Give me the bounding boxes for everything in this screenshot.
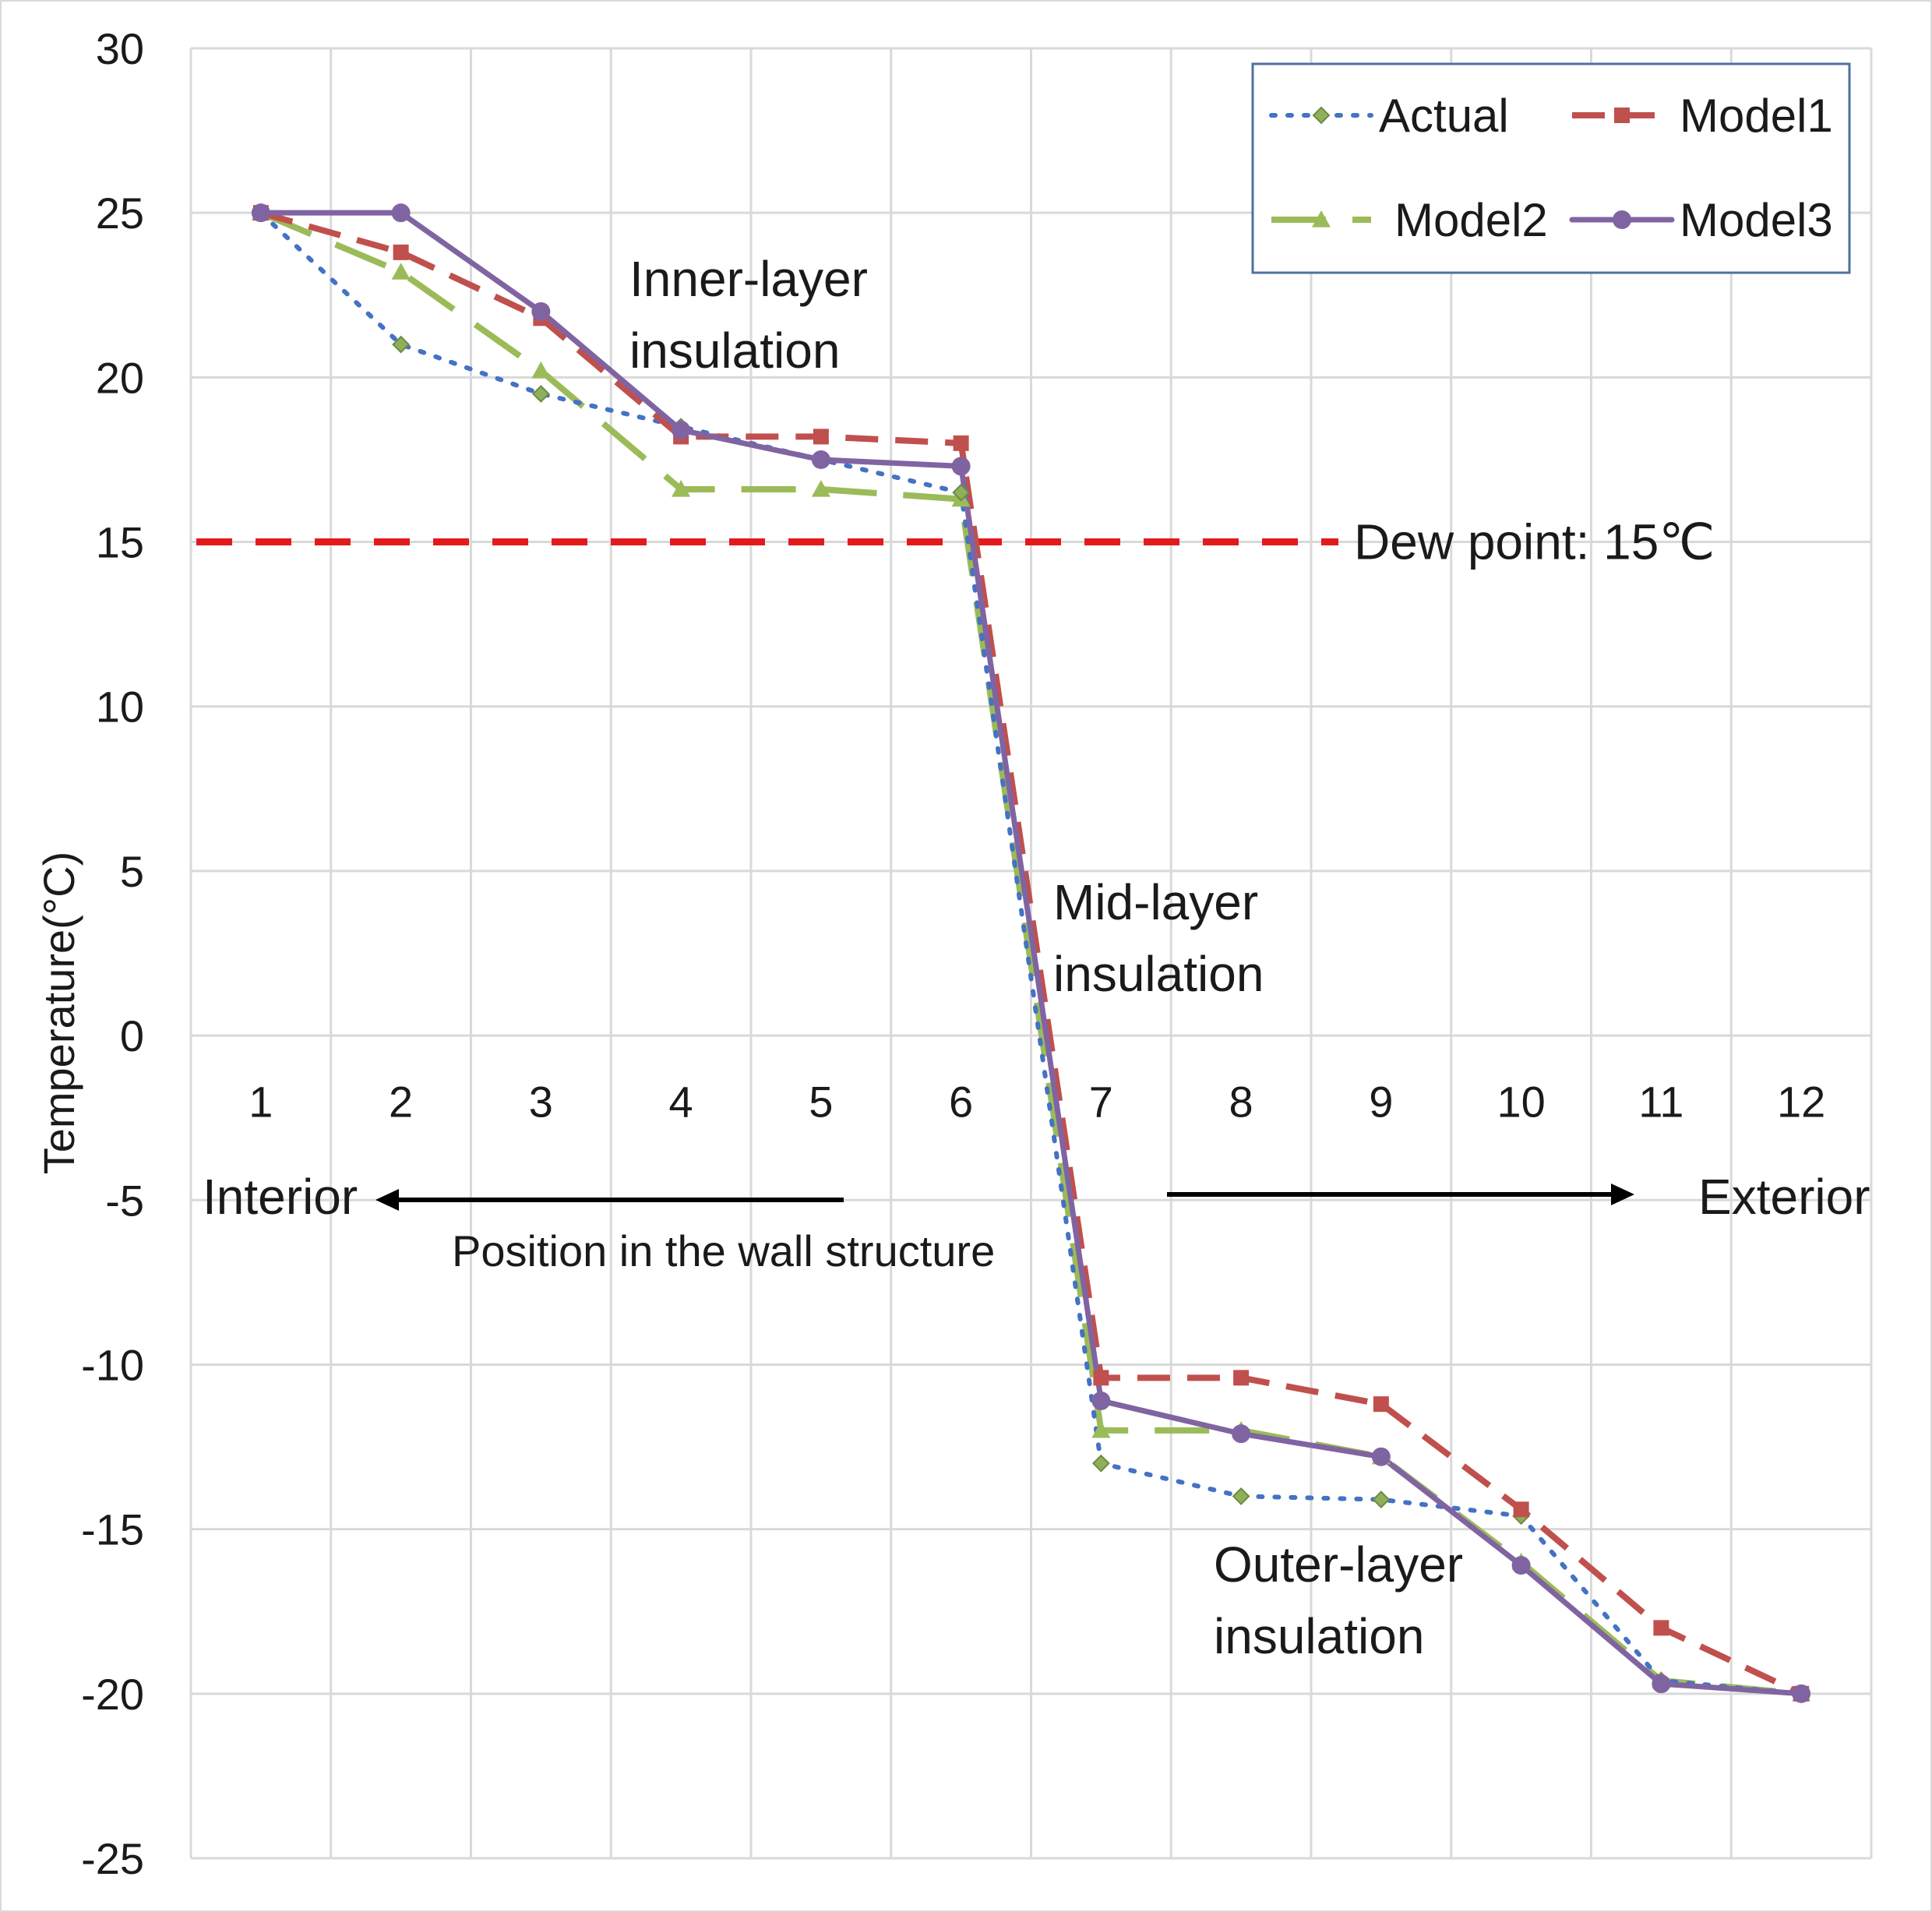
- data-point-model1: [813, 429, 829, 445]
- legend-marker-actual: [1312, 106, 1331, 125]
- y-tick-label: 30: [96, 24, 144, 73]
- series-line-model3: [258, 210, 1804, 1697]
- data-point-model3: [1511, 1556, 1531, 1575]
- y-tick-labels: 30 25 20 15 10 5 0 -5 -10 -15 -20 -25: [81, 24, 144, 1883]
- x-tick-label: 8: [1229, 1078, 1253, 1127]
- data-point-model3: [1232, 1424, 1251, 1444]
- legend-marker-model2: [1312, 210, 1331, 228]
- data-point-model3: [251, 203, 270, 223]
- data-point-model1: [1093, 1370, 1109, 1386]
- legend-label-actual: Actual: [1379, 90, 1509, 142]
- data-point-actual: [392, 335, 411, 354]
- series-lines: [258, 210, 1804, 1697]
- data-point-model1: [1653, 1620, 1669, 1636]
- data-point-model3: [1091, 1391, 1111, 1410]
- x-tick-label: 9: [1369, 1078, 1393, 1127]
- interior-label: Interior: [203, 1169, 358, 1225]
- y-tick-label: 0: [120, 1011, 144, 1060]
- data-point-model3: [531, 302, 551, 321]
- inner-layer-label-1: Inner-layer: [629, 251, 868, 307]
- y-tick-label: -20: [81, 1670, 144, 1719]
- outer-layer-label-2: insulation: [1214, 1608, 1424, 1664]
- data-point-model2: [1091, 1420, 1111, 1438]
- y-tick-label: -25: [81, 1834, 144, 1883]
- legend-label-model1: Model1: [1680, 90, 1833, 142]
- data-point-model3: [1371, 1447, 1391, 1466]
- data-point-model1: [1373, 1396, 1389, 1413]
- x-tick-label: 7: [1089, 1078, 1113, 1127]
- series-line-actual: [258, 210, 1804, 1696]
- x-tick-label: 12: [1777, 1078, 1825, 1127]
- dew-point-label: Dew point: 15℃: [1354, 514, 1715, 570]
- data-point-model2: [531, 361, 551, 379]
- data-point-model1: [1513, 1501, 1529, 1518]
- data-point-model1: [1233, 1370, 1250, 1386]
- data-point-actual: [1372, 1490, 1391, 1509]
- data-point-actual: [952, 483, 971, 502]
- grid: [189, 47, 1873, 1860]
- inner-layer-label-2: insulation: [629, 323, 840, 379]
- y-tick-label: -5: [105, 1176, 144, 1225]
- data-point-actual: [531, 385, 550, 403]
- x-tick-label: 1: [249, 1078, 273, 1127]
- x-axis-title: Position in the wall structure: [452, 1226, 995, 1275]
- data-point-model2: [672, 479, 691, 497]
- outer-layer-label-1: Outer-layer: [1214, 1536, 1463, 1593]
- data-point-model2: [391, 263, 411, 280]
- y-tick-label: 20: [96, 353, 144, 402]
- data-point-model3: [1792, 1684, 1811, 1703]
- data-point-actual: [1232, 1487, 1250, 1505]
- legend-marker-model3: [1613, 210, 1631, 229]
- x-tick-label: 2: [389, 1078, 413, 1127]
- mid-layer-label-2: insulation: [1053, 946, 1264, 1002]
- y-tick-label: 25: [96, 189, 144, 238]
- legend: Actual Model1 Model2 Model3: [1251, 62, 1851, 274]
- x-tick-label: 6: [949, 1078, 973, 1127]
- y-tick-label: 15: [96, 518, 144, 567]
- legend-label-model3: Model3: [1680, 194, 1833, 246]
- legend-marker-model1: [1614, 108, 1630, 123]
- legend-label-model2: Model2: [1394, 194, 1548, 246]
- data-point-model3: [672, 420, 691, 439]
- series-markers: [251, 203, 1811, 1703]
- x-tick-label: 4: [669, 1078, 693, 1127]
- x-tick-label: 3: [529, 1078, 553, 1127]
- data-point-actual: [1091, 1454, 1110, 1473]
- y-axis-title: Temperature(°C): [34, 852, 83, 1175]
- data-point-model3: [811, 450, 830, 469]
- y-tick-label: -10: [81, 1340, 144, 1389]
- interior-arrow: Interior: [203, 1169, 844, 1225]
- exterior-arrow: Exterior: [1167, 1169, 1870, 1225]
- x-tick-labels: 1 2 3 4 5 6 7 8 9 10 11 12: [249, 1078, 1825, 1127]
- series-line-model1: [259, 210, 1803, 1697]
- legend-items: Actual Model1 Model2 Model3: [1269, 90, 1833, 246]
- data-point-model3: [1652, 1674, 1671, 1694]
- dew-point-reference: Dew point: 15℃: [196, 514, 1715, 570]
- mid-layer-label-1: Mid-layer: [1053, 874, 1258, 930]
- data-point-model3: [391, 203, 411, 223]
- exterior-arrow-head: [1611, 1184, 1634, 1205]
- y-tick-label: 5: [120, 847, 144, 896]
- y-tick-label: 10: [96, 683, 144, 732]
- data-point-model2: [811, 479, 830, 497]
- interior-arrow-head: [375, 1189, 399, 1211]
- x-tick-label: 10: [1497, 1078, 1545, 1127]
- data-point-model3: [951, 457, 971, 476]
- x-tick-label: 11: [1638, 1078, 1683, 1127]
- y-tick-label: -15: [81, 1505, 144, 1554]
- legend-box: [1251, 62, 1851, 274]
- x-tick-label: 5: [809, 1078, 833, 1127]
- data-point-model1: [393, 244, 409, 260]
- exterior-label: Exterior: [1698, 1169, 1870, 1225]
- data-point-model1: [953, 435, 969, 451]
